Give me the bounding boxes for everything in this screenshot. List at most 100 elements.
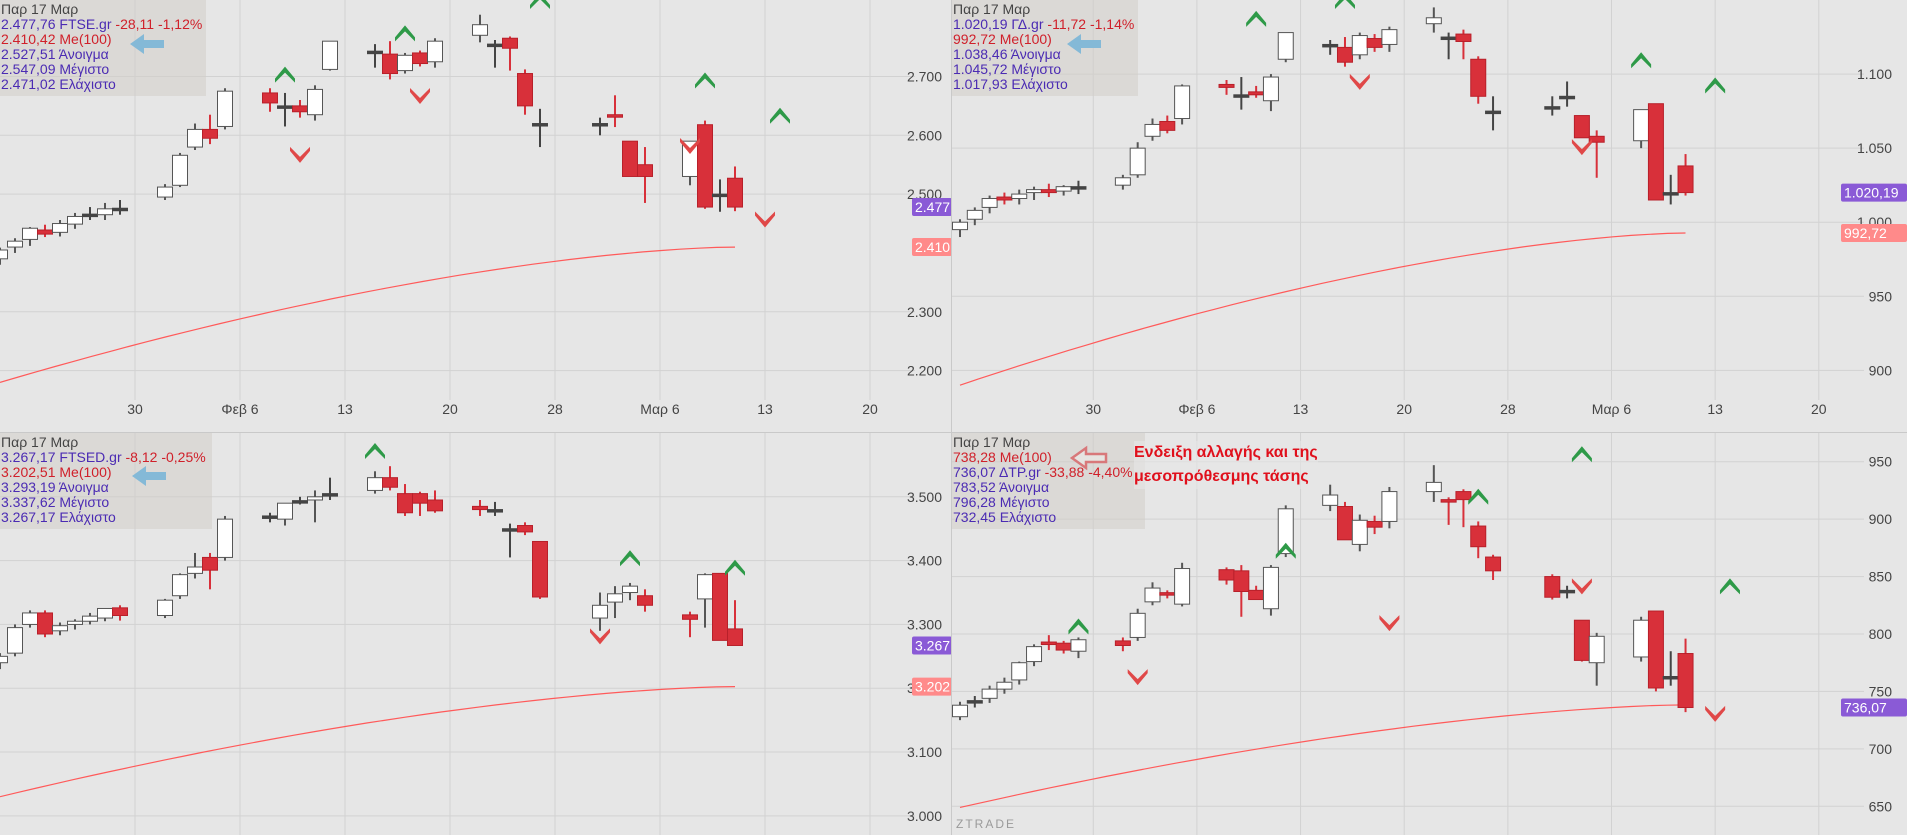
candle — [202, 114, 218, 145]
x-tick-label: Μαρ 6 — [1592, 401, 1632, 417]
x-tick-label: 20 — [862, 401, 878, 417]
candle — [1455, 489, 1472, 528]
candle — [292, 496, 308, 505]
candle-body — [697, 124, 713, 208]
price-tag: 2.477,76 — [912, 198, 952, 217]
price-tag: 3.267,17 — [912, 636, 952, 655]
candle — [472, 14, 488, 43]
up-arrow-icon — [1068, 618, 1089, 635]
candle-body — [1277, 32, 1294, 60]
candle — [1588, 130, 1605, 178]
y-tick-label: 950 — [1869, 288, 1893, 304]
candle-body — [622, 585, 638, 594]
chart-panel-dtr[interactable]: 650 700 750 800 850 900 950 736,07 Παρ 17 Μαρ 7… — [952, 433, 1907, 835]
candle — [262, 512, 278, 523]
candle — [487, 40, 503, 68]
candle — [1366, 515, 1383, 535]
down-arrow-icon — [1349, 73, 1370, 90]
candle-body — [0, 249, 8, 260]
candle-body — [592, 604, 608, 619]
y-tick-label: 2.700 — [907, 68, 942, 84]
candle-body — [1233, 570, 1250, 593]
up-arrow-icon — [1571, 446, 1592, 463]
price-tag-bg — [912, 636, 952, 655]
candle-body — [1262, 76, 1279, 102]
candle — [637, 147, 653, 203]
up-arrow-icon — [1705, 77, 1726, 94]
chart-panel-ftse[interactable]: 2.200 2.300 2.500 2.600 2.700 30 Φεβ 6 13 20 28 Μα… — [0, 0, 952, 433]
candle — [1055, 185, 1072, 196]
down-arrow-icon — [1571, 578, 1592, 595]
candle-body — [1381, 491, 1398, 522]
candle-body — [966, 209, 983, 220]
candle-body — [22, 227, 38, 240]
candle-body — [1573, 619, 1590, 661]
candle — [1070, 637, 1087, 659]
candle-body — [307, 496, 323, 501]
candle — [1440, 32, 1457, 60]
candle-body — [1070, 639, 1087, 652]
candle — [532, 108, 548, 148]
price-tag: 736,07 — [1841, 698, 1907, 717]
candle — [697, 120, 713, 209]
candle-body — [712, 193, 728, 198]
candle — [1336, 501, 1353, 541]
price-tag-bg — [1841, 698, 1907, 717]
annotation-line-1: Ενδειξη αλλαγής και της — [1134, 444, 1318, 461]
candle — [67, 212, 83, 229]
info-box-gd: Παρ 17 Μαρ 1.020,19 ΓΔ.gr -11,72 -1,14% … — [952, 0, 1139, 96]
candle — [1351, 32, 1368, 60]
moving-average-line — [0, 686, 736, 798]
candle — [1662, 651, 1679, 686]
candle-body — [1662, 675, 1679, 680]
up-arrow-icon — [530, 0, 550, 10]
ma-tag: 3.202,51 — [912, 677, 952, 696]
candle — [277, 502, 293, 526]
info-date: Παρ 17 Μαρ — [953, 434, 1031, 450]
candle-body — [1425, 17, 1442, 25]
candle — [607, 586, 623, 619]
candle-body — [67, 215, 83, 225]
candle — [412, 491, 428, 516]
candle-body — [1366, 520, 1383, 528]
candle — [382, 466, 398, 491]
candle-body — [1485, 556, 1502, 572]
candle — [1425, 7, 1442, 33]
candle-body — [97, 607, 113, 619]
candle-body — [622, 140, 638, 177]
candle-body — [1470, 525, 1487, 548]
info-change: -8,12 -0,25% — [125, 449, 206, 465]
up-arrow-icon — [695, 72, 715, 89]
info-ma: 3.202,51 Me(100) — [1, 464, 112, 480]
candle-body — [981, 198, 998, 208]
x-tick-label: 20 — [1396, 401, 1412, 417]
candle — [1351, 514, 1368, 552]
candle — [712, 572, 728, 641]
candle — [1559, 585, 1576, 599]
candle — [1114, 637, 1131, 652]
candle — [37, 610, 53, 638]
candle-body — [727, 628, 743, 646]
up-arrow-icon — [620, 550, 640, 567]
ma-tag: 992,72 — [1841, 224, 1907, 243]
down-arrow-icon — [680, 138, 700, 154]
x-tick-label: Φεβ 6 — [1178, 401, 1215, 417]
candle-body — [1559, 95, 1576, 100]
price-tag-label: 2.477,76 — [915, 199, 952, 215]
candle-body — [1470, 58, 1487, 97]
candle — [1144, 582, 1161, 606]
up-arrow-icon — [725, 559, 745, 576]
candle-body — [172, 154, 188, 186]
candle — [1440, 497, 1457, 525]
candle — [67, 619, 83, 630]
ma-tag-bg — [912, 677, 952, 696]
candle-body — [517, 73, 533, 107]
info-date: Παρ 17 Μαρ — [1, 434, 79, 450]
candle-body — [1159, 120, 1176, 131]
chart-panel-ftsed[interactable]: 3.0003.1003.2003.3003.4003.5003.267,173.… — [0, 433, 952, 835]
candle — [157, 598, 173, 619]
